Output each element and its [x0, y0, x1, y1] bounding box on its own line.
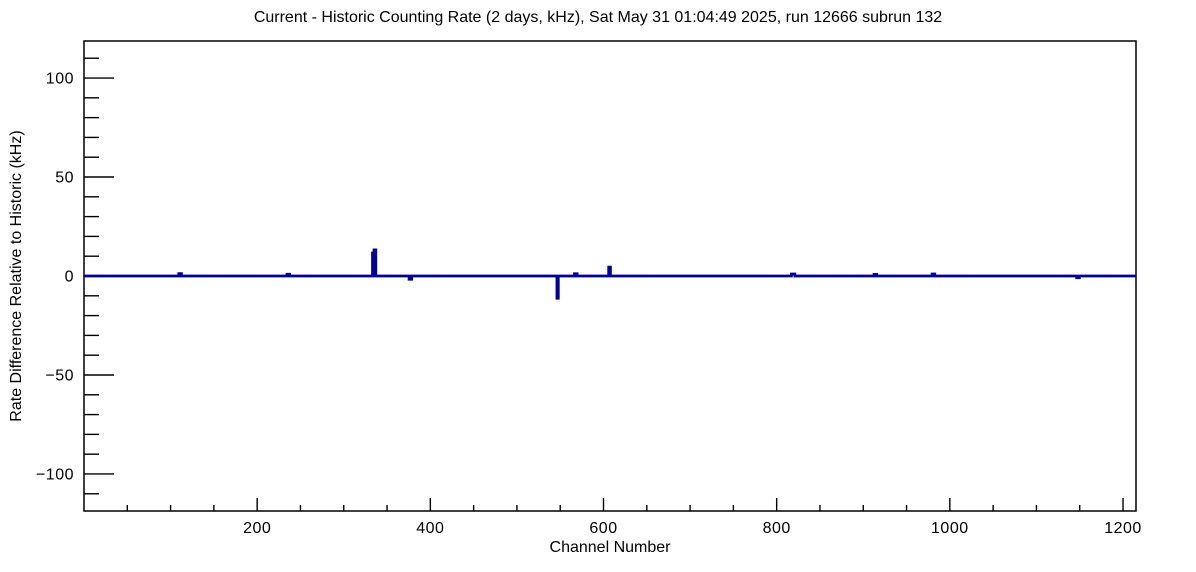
x-tick-label: 400: [416, 520, 444, 537]
y-tick-label: 100: [46, 71, 74, 88]
x-tick-label: 200: [243, 520, 271, 537]
x-tick-label: 1000: [931, 520, 969, 537]
chart-title: Current - Historic Counting Rate (2 days…: [253, 9, 943, 26]
y-tick-label: −100: [36, 466, 74, 483]
y-axis-title: Rate Difference Relative to Historic (kH…: [8, 130, 25, 422]
x-tick-label: 600: [589, 520, 617, 537]
x-tick-label: 800: [763, 520, 791, 537]
y-tick-label: 50: [55, 170, 74, 187]
x-tick-label: 1200: [1104, 520, 1142, 537]
y-tick-label: 0: [65, 269, 74, 286]
data-series-line: [84, 248, 1136, 300]
x-axis-title: Channel Number: [549, 539, 671, 556]
y-tick-label: −50: [45, 367, 74, 384]
